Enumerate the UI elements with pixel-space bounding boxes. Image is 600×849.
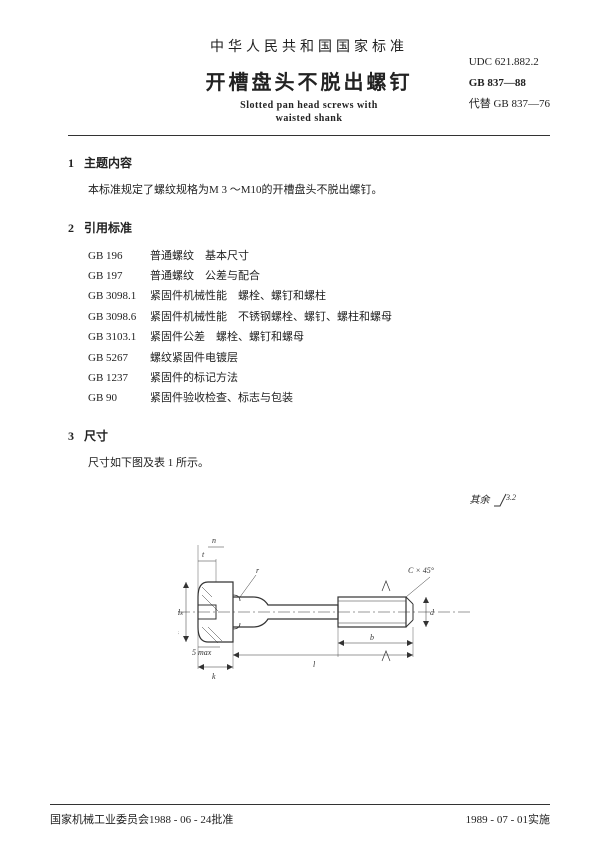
section-2-num: 2 — [68, 221, 84, 236]
section-1-body: 本标准规定了螺纹规格为M 3 ～M10的开槽盘头不脱出螺钉。 — [88, 181, 550, 201]
replaces-code: 代替 GB 837—76 — [469, 94, 550, 115]
screw-drawing: C × 45° r dₖ d d₅ k l — [178, 527, 478, 707]
svg-text:d: d — [430, 608, 435, 617]
udc-code: UDC 621.882.2 — [469, 52, 550, 73]
header-codes: UDC 621.882.2 GB 837—88 代替 GB 837—76 — [469, 52, 550, 115]
technical-diagram: 其余 3.2 — [68, 499, 550, 719]
ref-item: GB 90紧固件验收检查、标志与包装 — [88, 388, 550, 408]
reference-list: GB 196普通螺纹 基本尺寸 GB 197普通螺纹 公差与配合 GB 3098… — [88, 246, 550, 409]
svg-text:d₅: d₅ — [178, 626, 179, 635]
surface-finish-note: 其余 3.2 — [470, 491, 521, 510]
section-1-num: 1 — [68, 156, 84, 171]
svg-text:dₖ: dₖ — [178, 608, 184, 617]
svg-text:k: k — [212, 672, 216, 681]
svg-text:t: t — [202, 550, 205, 559]
implementation-text: 1989 - 07 - 01实施 — [466, 811, 550, 827]
section-3-heading: 尺寸 — [84, 429, 108, 443]
document-header: 中华人民共和国国家标准 开槽盘头不脱出螺钉 Slotted pan head s… — [68, 36, 550, 136]
section-1-heading: 主题内容 — [84, 156, 132, 170]
chamfer-label: C × 45° — [408, 566, 435, 575]
svg-text:n: n — [212, 536, 216, 545]
section-3-title: 3尺寸 — [68, 427, 550, 444]
ref-item: GB 197普通螺纹 公差与配合 — [88, 266, 550, 286]
section-2-title: 2引用标准 — [68, 219, 550, 236]
section-1-title: 1主题内容 — [68, 154, 550, 171]
ref-item: GB 3098.6紧固件机械性能 不锈钢螺栓、螺钉、螺柱和螺母 — [88, 307, 550, 327]
ref-item: GB 5267螺纹紧固件电镀层 — [88, 348, 550, 368]
svg-text:b: b — [370, 633, 374, 642]
ref-item: GB 3103.1紧固件公差 螺栓、螺钉和螺母 — [88, 327, 550, 347]
section-3-num: 3 — [68, 429, 84, 444]
page-footer: 国家机械工业委员会1988 - 06 - 24批准 1989 - 07 - 01… — [50, 804, 550, 827]
ref-item: GB 1237紧固件的标记方法 — [88, 368, 550, 388]
standard-number: GB 837—88 — [469, 73, 550, 94]
section-2-heading: 引用标准 — [84, 221, 132, 235]
ref-item: GB 196普通螺纹 基本尺寸 — [88, 246, 550, 266]
svg-text:r: r — [256, 566, 260, 575]
surface-value: 3.2 — [505, 493, 516, 502]
svg-text:5 max: 5 max — [192, 648, 212, 657]
approval-text: 国家机械工业委员会1988 - 06 - 24批准 — [50, 811, 233, 827]
section-3-body: 尺寸如下图及表 1 所示。 — [88, 454, 550, 474]
ref-item: GB 3098.1紧固件机械性能 螺栓、螺钉和螺柱 — [88, 286, 550, 306]
svg-text:l: l — [313, 660, 316, 669]
